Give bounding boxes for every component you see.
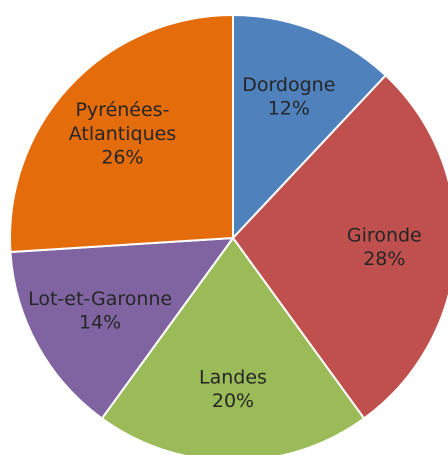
slice-label-line: Atlantiques — [69, 123, 177, 145]
slice-label: Lot-et-Garonne — [28, 288, 172, 310]
slice-value-label: 14% — [79, 312, 121, 334]
pie-slice — [100, 236, 366, 455]
slice-label-line: Dordogne — [242, 74, 335, 96]
slice-value-label: 20% — [212, 390, 254, 412]
slice-label-line: Lot-et-Garonne — [28, 288, 172, 310]
slice-label-line: Gironde — [347, 224, 422, 246]
pie-slice — [9, 13, 234, 254]
slice-label: Gironde — [347, 224, 422, 246]
pie-slice — [9, 236, 236, 420]
slice-label: Landes — [199, 366, 267, 388]
slice-label-line: Landes — [199, 366, 267, 388]
pie-slice — [232, 13, 388, 241]
slice-value-label: 28% — [363, 248, 405, 270]
slice-label: Dordogne — [242, 74, 335, 96]
slice-label: Pyrénées-Atlantiques — [69, 99, 177, 145]
slice-value-label: 12% — [268, 98, 310, 120]
slice-label-line: Pyrénées- — [75, 99, 169, 121]
pie-slice — [231, 74, 448, 420]
slice-value-label: 26% — [101, 147, 143, 169]
